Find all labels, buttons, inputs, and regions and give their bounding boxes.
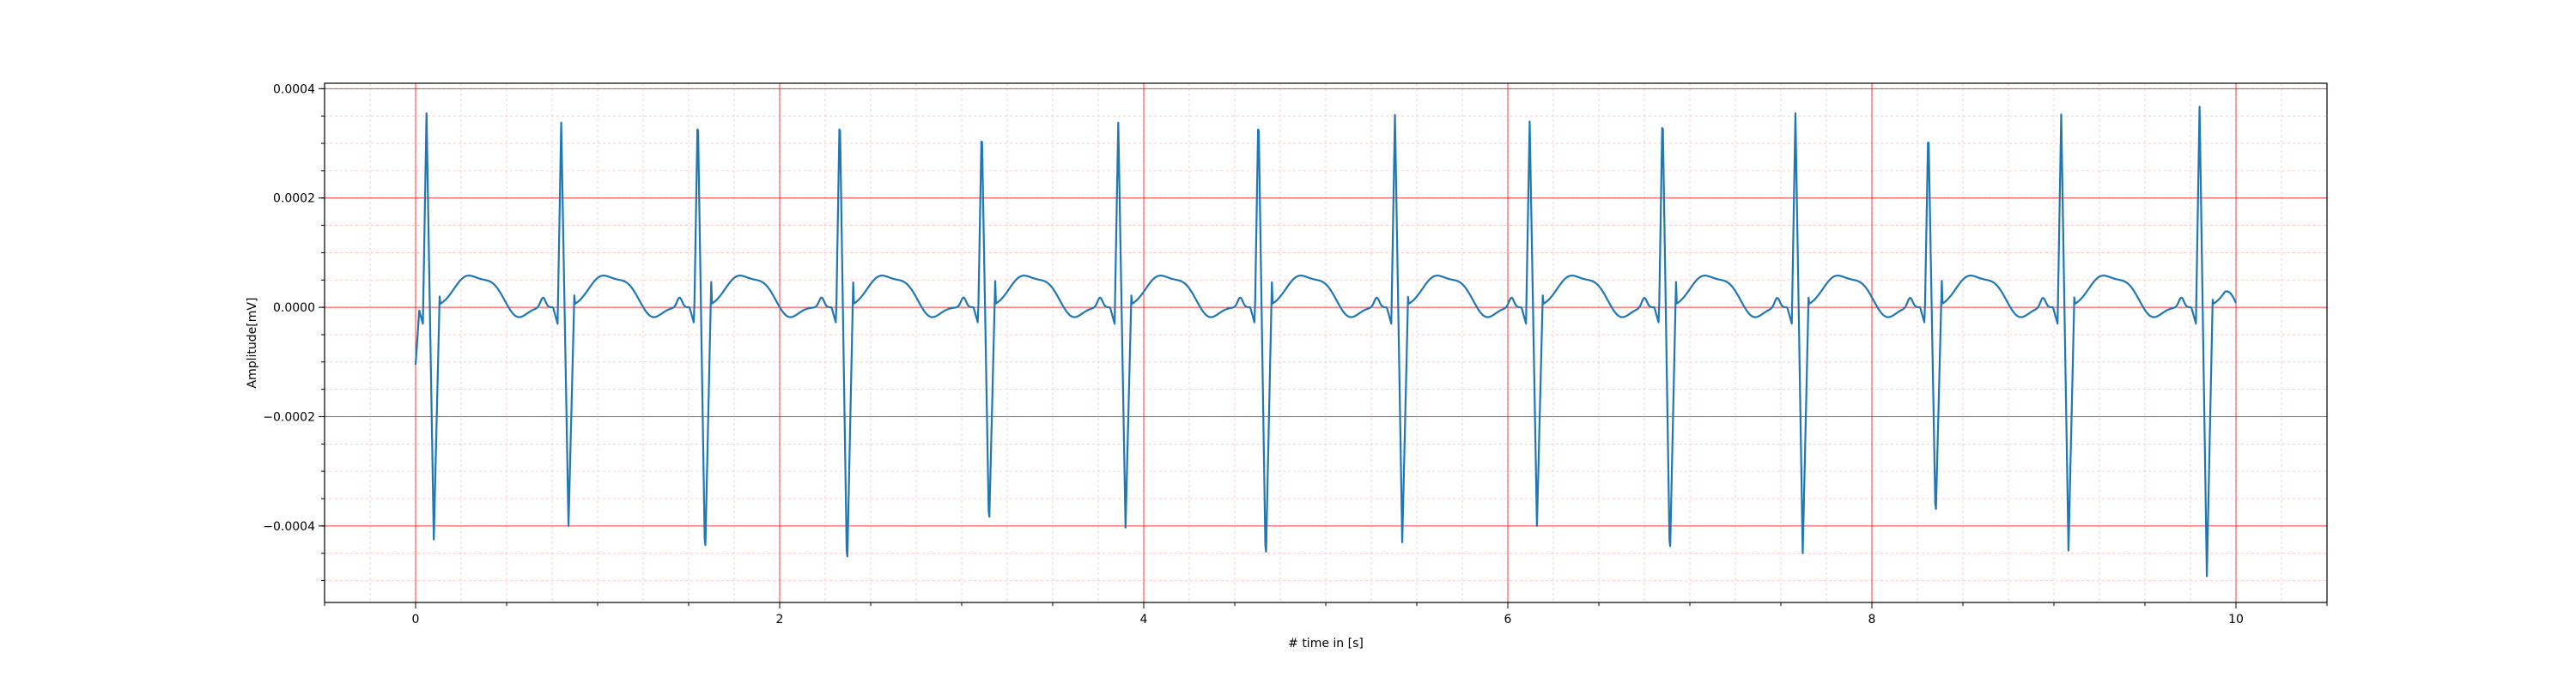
y-axis: 0.0004 0.0002 0.0000 −0.0002 −0.0004 bbox=[263, 82, 325, 580]
x-tick-label: 4 bbox=[1140, 613, 1148, 626]
y-tick-label: −0.0002 bbox=[263, 410, 315, 424]
x-tick-label: 10 bbox=[2228, 613, 2244, 626]
y-tick-label: −0.0004 bbox=[263, 520, 315, 534]
y-axis-label: Amplitude[mV] bbox=[246, 298, 259, 389]
x-tick-label: 2 bbox=[776, 613, 784, 626]
y-tick-label: 0.0002 bbox=[273, 192, 315, 206]
y-tick-label: 0.0000 bbox=[273, 301, 315, 315]
y-tick-label: 0.0004 bbox=[273, 82, 315, 96]
x-tick-label: 0 bbox=[412, 613, 420, 626]
x-axis-label: # time in [s] bbox=[1288, 637, 1364, 651]
x-tick-label: 6 bbox=[1504, 613, 1512, 626]
x-axis: 0 2 4 6 8 10 bbox=[325, 602, 2327, 626]
x-tick-label: 8 bbox=[1868, 613, 1876, 626]
minor-grid bbox=[325, 83, 2327, 602]
